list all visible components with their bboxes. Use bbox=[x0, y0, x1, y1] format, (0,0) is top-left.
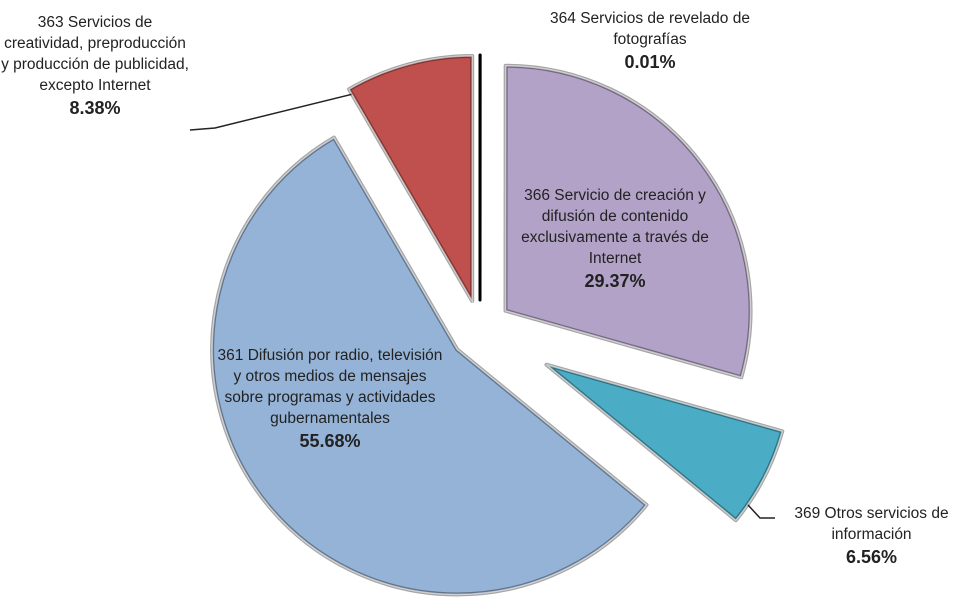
leader-line bbox=[189, 79, 411, 131]
slice-highlight bbox=[348, 55, 473, 304]
slice-highlight bbox=[211, 136, 648, 596]
value-label: 29.37% bbox=[584, 271, 646, 291]
slice-label: 363 Servicios de creatividad, preproducc… bbox=[0, 12, 190, 119]
slice-label: 364 Servicios de revelado de fotografías… bbox=[545, 8, 755, 73]
value-label: 6.56% bbox=[845, 547, 898, 567]
category-name: 364 Servicios de revelado de fotografías bbox=[550, 10, 750, 48]
category-name: 363 Servicios de creatividad, preproducc… bbox=[1, 14, 189, 94]
slice-highlight bbox=[504, 64, 752, 379]
value-label: 0.01% bbox=[624, 52, 676, 72]
value-label: 55.68% bbox=[299, 431, 361, 451]
category-name: 369 Otros servicios de información bbox=[794, 505, 949, 543]
slice-highlight bbox=[546, 363, 784, 522]
category-name: 361 Difusión por radio, televisión y otr… bbox=[217, 347, 443, 427]
slice-label: 361 Difusión por radio, televisión y otr… bbox=[212, 345, 448, 452]
slice-label: 366 Servicio de creación y difusión de c… bbox=[510, 185, 720, 292]
value-label: 8.38% bbox=[69, 98, 121, 118]
category-name: 366 Servicio de creación y difusión de c… bbox=[521, 187, 709, 267]
slice-label: 369 Otros servicios de información 6.56% bbox=[770, 503, 973, 568]
